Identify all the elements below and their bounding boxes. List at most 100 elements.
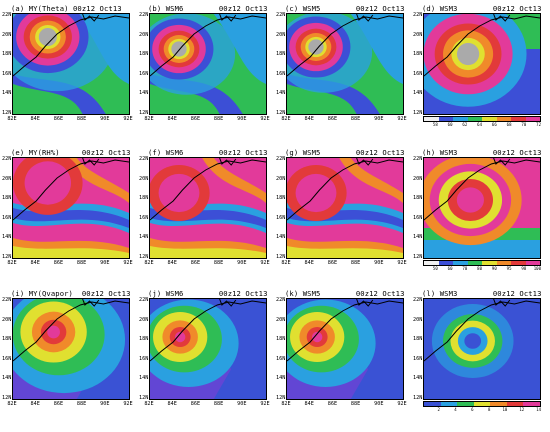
y-tick-label: 12N (2, 109, 12, 116)
x-tick-label: 88E (350, 116, 361, 122)
x-tick-label: 84E (30, 260, 40, 266)
colorbar-cell (424, 402, 441, 406)
y-tick-label: 18N (413, 51, 423, 57)
delta-coast (82, 299, 100, 307)
x-tick-label: 82E (144, 260, 154, 266)
coastline (424, 300, 540, 362)
y-tick-label: 14N (413, 375, 423, 381)
delta-coast (493, 14, 511, 22)
y-tick-label: 16N (276, 214, 286, 221)
x-tick-label: 88E (350, 260, 361, 266)
x-tick-label: 90E (374, 401, 384, 407)
colorbar-cell (506, 402, 524, 406)
y-tick-label: 12N (139, 394, 149, 401)
x-tick-label: 82E (7, 401, 17, 407)
y-tick-label: 20N (276, 175, 286, 182)
coastline (424, 15, 540, 77)
panel-title: (b) WSM6 00z12 Oct13 (148, 4, 268, 13)
colorbar-label: 14 (536, 407, 542, 412)
x-tick-label: 82E (144, 401, 154, 407)
x-tick-label: 82E (7, 260, 17, 266)
delta-coast (356, 299, 374, 307)
y-tick-label: 12N (276, 394, 286, 401)
y-tick-label: 16N (2, 214, 12, 221)
x-tick-label: 84E (167, 401, 177, 407)
eye-core (38, 27, 57, 47)
eye-core (464, 333, 482, 349)
x-tick-label: 86E (190, 260, 201, 266)
panel-title: (g) WSM5 00z12 Oct13 (285, 148, 405, 157)
colorbar-label: 2 (437, 407, 440, 412)
colorbar: 2 4 6 8 10 12 14 (423, 401, 541, 415)
y-tick-label: 18N (2, 336, 12, 342)
panel-d: (d) WSM3 00z12 Oct13 22N 20N 18N 16N 14N 12N 58… (413, 4, 541, 127)
colorbar-label: 95 (506, 266, 512, 271)
colorbar-cell (438, 117, 453, 121)
colorbar-label: 90 (491, 266, 497, 271)
y-tick-label: 12N (2, 394, 12, 401)
delta-coast (219, 158, 237, 166)
panel-title: (l) WSM3 00z12 Oct13 (422, 289, 542, 298)
colorbar-cell (424, 117, 439, 121)
x-tick-label: 90E (100, 116, 110, 122)
y-tick-label: 22N (276, 12, 286, 18)
x-tick-label: 88E (213, 401, 224, 407)
x-tick-label: 82E (281, 401, 291, 407)
x-tick-label: 86E (53, 116, 64, 122)
y-tick-label: 22N (139, 297, 149, 303)
y-tick-label: 16N (139, 355, 149, 362)
panel-e: (e) MY(RH%) 00z12 Oct13 22N 20N 18N 16N 14N 12… (2, 148, 133, 267)
colorbar-cell (438, 261, 453, 265)
map-plot (286, 157, 404, 259)
panel-l: (l) WSM3 00z12 Oct13 22N 20N 18N 16N 14N 12N 2 4… (413, 289, 542, 412)
y-tick-label: 20N (276, 31, 286, 38)
y-tick-label: 16N (276, 355, 286, 362)
panel-title: (e) MY(RH%) 00z12 Oct13 (11, 148, 131, 157)
delta-coast (219, 299, 237, 307)
colorbar-label: 64 (477, 122, 482, 127)
delta-coast (219, 14, 237, 22)
eye-core (47, 325, 60, 339)
colorbar-label: 100 (533, 266, 541, 271)
colorbar-cell (490, 402, 507, 406)
colorbar-label: 10 (502, 407, 508, 412)
y-tick-label: 22N (413, 12, 423, 18)
x-tick-label: 86E (53, 260, 64, 266)
y-tick-label: 14N (2, 375, 12, 381)
map-plot (12, 298, 130, 400)
y-tick-label: 14N (276, 375, 286, 381)
coastline (13, 159, 129, 221)
y-tick-label: 14N (276, 234, 286, 240)
map-field (150, 299, 266, 399)
y-tick-label: 22N (139, 156, 149, 162)
band-cyan (424, 240, 540, 258)
y-tick-label: 12N (276, 109, 286, 116)
y-tick-label: 14N (139, 90, 149, 96)
coastline (13, 300, 129, 362)
y-tick-label: 18N (139, 336, 149, 342)
coastline (424, 159, 540, 221)
x-tick-label: 90E (100, 260, 110, 266)
colorbar-label: 60 (447, 122, 453, 127)
y-tick-label: 16N (2, 355, 12, 362)
map-field (424, 158, 540, 258)
band-yellow-south (13, 246, 129, 258)
colorbar-cell (496, 117, 511, 121)
x-tick-label: 84E (167, 116, 177, 122)
y-tick-label: 22N (139, 12, 149, 18)
map-plot (12, 157, 130, 259)
colorbar-label: 58 (432, 122, 438, 127)
y-tick-label: 22N (2, 297, 12, 303)
x-tick-label: 84E (304, 260, 314, 266)
x-tick-label: 82E (281, 116, 291, 122)
panel-b: (b) WSM6 00z12 Oct13 22N 20N 18N 16N 14N 12N 82… (139, 4, 270, 123)
y-tick-label: 12N (2, 253, 12, 260)
delta-coast (82, 14, 100, 22)
x-tick-label: 92E (260, 116, 270, 122)
x-tick-label: 86E (53, 401, 64, 407)
map-field (424, 14, 540, 114)
x-tick-label: 88E (213, 260, 224, 266)
y-tick-label: 18N (2, 51, 12, 57)
panel-title: (k) WSM5 00z12 Oct13 (285, 289, 405, 298)
coastline (13, 15, 129, 77)
